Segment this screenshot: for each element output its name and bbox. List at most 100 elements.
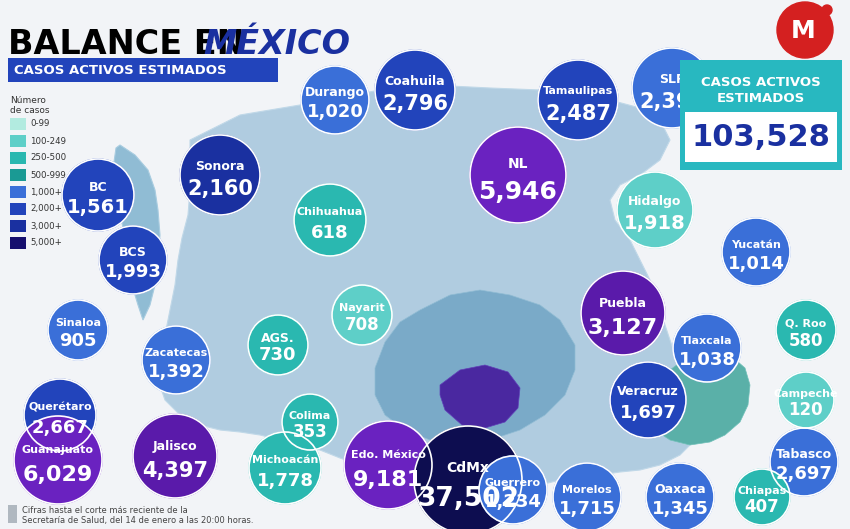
Text: 1,392: 1,392	[148, 363, 205, 381]
Text: CASOS ACTIVOS ESTIMADOS: CASOS ACTIVOS ESTIMADOS	[14, 63, 227, 77]
Text: M: M	[790, 19, 815, 43]
Circle shape	[610, 362, 686, 438]
Text: AGS.: AGS.	[261, 332, 295, 345]
Text: NL: NL	[507, 158, 528, 171]
Polygon shape	[158, 85, 700, 492]
Circle shape	[344, 421, 432, 509]
Text: Número
de casos: Número de casos	[10, 96, 49, 115]
Bar	[10, 237, 26, 249]
Text: 618: 618	[311, 224, 348, 242]
Bar	[10, 220, 26, 232]
Text: 3,127: 3,127	[588, 318, 658, 338]
Text: Zacatecas: Zacatecas	[144, 348, 207, 358]
Text: 1,561: 1,561	[67, 198, 129, 217]
Text: MÉXICO: MÉXICO	[203, 28, 350, 61]
Text: 2,000+: 2,000+	[30, 205, 62, 214]
Bar	[10, 169, 26, 181]
Text: Cifras hasta el corte más reciente de la: Cifras hasta el corte más reciente de la	[22, 506, 188, 515]
Text: 6,029: 6,029	[23, 466, 94, 486]
Text: 1,697: 1,697	[620, 404, 677, 422]
Circle shape	[375, 50, 455, 130]
Circle shape	[133, 414, 217, 498]
Text: CASOS ACTIVOS: CASOS ACTIVOS	[701, 76, 821, 89]
Text: 5,946: 5,946	[479, 180, 558, 204]
Text: 353: 353	[292, 423, 327, 441]
Text: 1,778: 1,778	[257, 471, 314, 490]
Text: BALANCE EN: BALANCE EN	[8, 28, 257, 61]
Text: 100-249: 100-249	[30, 136, 66, 145]
Text: 730: 730	[259, 346, 297, 364]
Text: Guerrero: Guerrero	[485, 478, 541, 488]
Bar	[10, 152, 26, 164]
Text: Oaxaca: Oaxaca	[654, 483, 706, 496]
Text: 1,014: 1,014	[728, 255, 785, 273]
Text: SLP: SLP	[659, 72, 685, 86]
Circle shape	[248, 315, 308, 375]
Text: Puebla: Puebla	[599, 297, 647, 311]
Text: BC: BC	[88, 180, 107, 194]
Bar	[10, 203, 26, 215]
Circle shape	[553, 463, 621, 529]
Circle shape	[538, 60, 618, 140]
Circle shape	[646, 463, 714, 529]
Polygon shape	[114, 145, 160, 320]
Text: Q. Roo: Q. Roo	[785, 318, 826, 329]
Circle shape	[822, 5, 832, 15]
Circle shape	[62, 159, 134, 231]
Circle shape	[617, 172, 693, 248]
Text: 580: 580	[789, 332, 824, 350]
Text: 2,395: 2,395	[639, 92, 705, 112]
Text: 2,796: 2,796	[382, 94, 448, 114]
Circle shape	[332, 285, 392, 345]
Circle shape	[722, 218, 790, 286]
Text: Hidalgo: Hidalgo	[628, 195, 682, 208]
Circle shape	[301, 66, 369, 134]
Text: 37,502: 37,502	[417, 486, 519, 512]
Text: Guanajuato: Guanajuato	[22, 445, 94, 455]
Circle shape	[581, 271, 665, 355]
Text: 407: 407	[745, 498, 779, 516]
Bar	[680, 60, 842, 170]
Circle shape	[142, 326, 210, 394]
Text: Tamaulipas: Tamaulipas	[543, 86, 613, 96]
Text: 3,000+: 3,000+	[30, 222, 62, 231]
Text: Tlaxcala: Tlaxcala	[681, 335, 733, 345]
Text: Colima: Colima	[289, 411, 332, 421]
Text: BCS: BCS	[119, 246, 147, 259]
Circle shape	[14, 416, 102, 504]
Bar	[685, 112, 837, 162]
Text: 1,038: 1,038	[678, 351, 735, 369]
Circle shape	[479, 456, 547, 524]
Text: 1,020: 1,020	[307, 103, 364, 121]
Text: Coahuila: Coahuila	[385, 75, 445, 88]
Circle shape	[414, 426, 522, 529]
Circle shape	[294, 184, 366, 256]
Circle shape	[770, 428, 838, 496]
Text: Veracruz: Veracruz	[617, 385, 679, 398]
Circle shape	[470, 127, 566, 223]
Circle shape	[282, 394, 338, 450]
Text: Michoacán: Michoacán	[252, 455, 318, 465]
Circle shape	[99, 226, 167, 294]
Text: 0-99: 0-99	[30, 120, 49, 129]
Bar	[10, 186, 26, 198]
Text: Durango: Durango	[305, 86, 365, 99]
Text: Querétaro: Querétaro	[28, 402, 92, 412]
Text: Sonora: Sonora	[196, 160, 245, 172]
Text: ESTIMADOS: ESTIMADOS	[717, 92, 805, 105]
Text: 2,487: 2,487	[545, 104, 611, 124]
Text: Secretaría de Salud, del 14 de enero a las 20:00 horas.: Secretaría de Salud, del 14 de enero a l…	[22, 516, 253, 525]
Polygon shape	[645, 350, 750, 445]
Text: 120: 120	[789, 401, 824, 419]
Circle shape	[778, 372, 834, 428]
Text: Campeche: Campeche	[774, 389, 838, 399]
Text: 2,697: 2,697	[775, 465, 832, 483]
Bar	[10, 118, 26, 130]
Text: Sinaloa: Sinaloa	[55, 318, 101, 329]
Circle shape	[24, 379, 96, 451]
Text: Jalisco: Jalisco	[153, 440, 197, 453]
Text: Nayarit: Nayarit	[339, 304, 385, 313]
Text: 1,234: 1,234	[484, 493, 541, 511]
Circle shape	[180, 135, 260, 215]
Text: 250-500: 250-500	[30, 153, 66, 162]
